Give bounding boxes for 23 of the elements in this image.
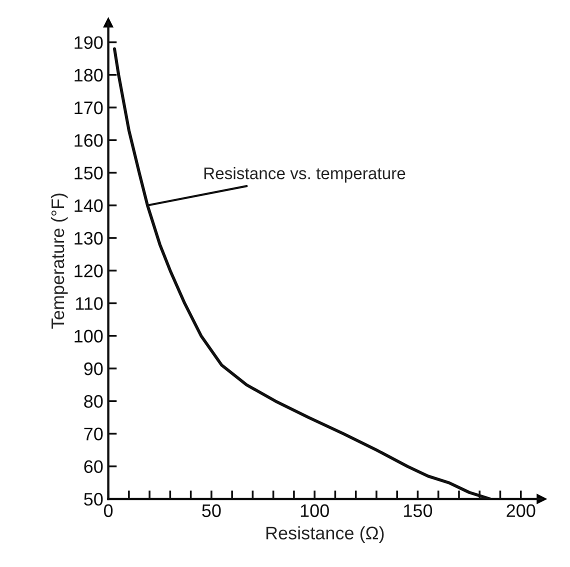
y-tick-label: 50 (84, 492, 103, 506)
x-tick-label: 200 (506, 504, 536, 518)
y-tick-label: 160 (74, 134, 103, 147)
y-tick-label: 120 (74, 264, 103, 278)
y-tick-label: 70 (84, 428, 103, 440)
annotation: Resistance vs. temperature (204, 167, 406, 183)
x-axis-title: Resistance (Ω) (266, 526, 384, 544)
y-tick-label: 180 (74, 68, 103, 82)
x-tick-label: 0 (104, 504, 113, 518)
y-tick-label: 90 (84, 362, 103, 376)
y-tick-label: 140 (74, 199, 103, 212)
y-tick-label: 190 (74, 36, 103, 49)
y-axis-title: Temperature (°F) (50, 194, 68, 329)
y-tick-label: 110 (76, 297, 103, 310)
y-tick-label: 100 (74, 330, 103, 343)
y-tick-label: 80 (84, 395, 103, 408)
x-tick-label: 150 (404, 504, 432, 518)
y-tick-label: 60 (84, 460, 103, 474)
y-tick-label: 150 (74, 166, 103, 180)
y-tick-label: 130 (74, 232, 103, 245)
x-tick-label: 50 (202, 504, 221, 518)
y-tick-label: 170 (74, 101, 103, 114)
x-tick-label: 100 (300, 504, 329, 518)
